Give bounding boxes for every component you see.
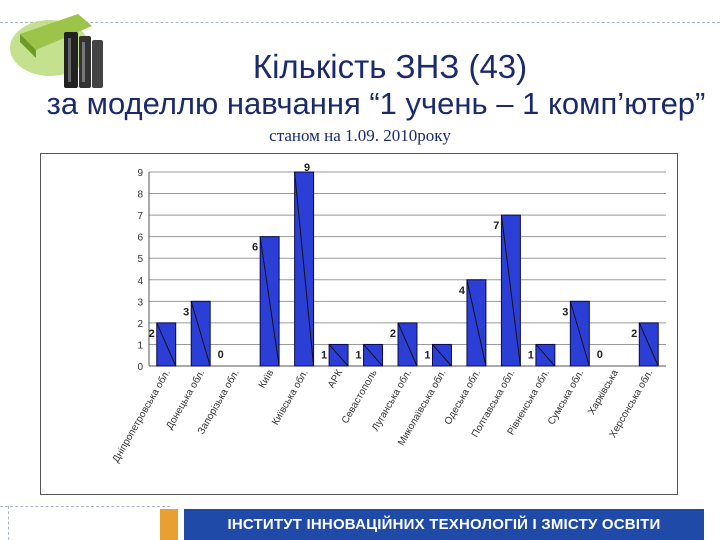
x-tick-label: Харківська — [586, 368, 621, 417]
data-label: 1 — [424, 349, 430, 361]
bar-diagonal — [569, 301, 590, 367]
bar-diagonal — [156, 322, 177, 367]
data-label: 0 — [218, 349, 224, 361]
footer-accent — [160, 509, 178, 540]
data-label: 2 — [390, 328, 396, 340]
x-tick-label: Дніпропетровська обл. — [110, 368, 173, 465]
bar-diagonal — [363, 344, 383, 367]
data-label: 3 — [562, 306, 568, 318]
x-tick-label: Київська обл. — [269, 368, 310, 428]
footer-bar — [184, 509, 704, 540]
slide-title-line1: Кількість ЗНЗ (43) — [252, 48, 528, 85]
top-divider — [0, 22, 720, 23]
data-label: 4 — [459, 285, 466, 297]
data-label: 2 — [149, 328, 155, 340]
y-tick-label: 9 — [137, 168, 143, 179]
x-tick-label: Одеська обл. — [442, 368, 483, 427]
x-tick-label: АРК — [326, 368, 345, 390]
data-label: 0 — [597, 349, 603, 361]
data-label: 1 — [321, 349, 327, 361]
data-label: 3 — [183, 306, 189, 318]
slide-subtitle: станом на 1.09. 2010року — [269, 126, 451, 145]
footer-text: ІНСТИТУТ ІННОВАЦІЙНИХ ТЕХНОЛОГІЙ І ЗМІСТ… — [227, 516, 661, 533]
bar-diagonal — [432, 344, 452, 367]
data-label: 7 — [493, 220, 499, 232]
chart-frame: 0 1 2 3 4 5 6 7 8 9 2 Дніпропетровська обл. 3 Донецьк… — [40, 153, 678, 495]
data-label: 1 — [355, 349, 361, 361]
data-label: 2 — [631, 328, 637, 340]
data-label: 6 — [252, 242, 258, 254]
bar-diagonal — [328, 344, 349, 367]
bar-diagonal — [500, 215, 521, 367]
bar-diagonal — [190, 301, 211, 367]
y-tick-label: 4 — [137, 276, 143, 287]
y-tick-label: 8 — [137, 190, 143, 201]
y-tick-label: 1 — [137, 340, 143, 351]
y-tick-label: 5 — [137, 254, 143, 265]
x-tick-label: Севастополь — [340, 368, 380, 426]
y-tick-label: 3 — [137, 297, 143, 308]
bar-diagonal — [294, 171, 315, 367]
data-label: 1 — [528, 349, 534, 361]
bar-diagonal — [535, 344, 556, 367]
x-tick-label: Київ — [257, 368, 276, 390]
bar-diagonal — [466, 279, 487, 367]
y-tick-label: 0 — [137, 362, 143, 373]
bar-diagonal — [638, 322, 659, 367]
footer-divider — [0, 506, 170, 507]
bar-diagonal — [259, 236, 280, 367]
data-label: 9 — [304, 162, 310, 174]
y-tick-label: 2 — [137, 319, 143, 330]
left-divider — [8, 506, 9, 540]
y-tick-label: 7 — [137, 211, 143, 222]
bar-diagonal — [397, 322, 418, 367]
x-tick-label: Сумська обл. — [545, 368, 586, 427]
slide-title-line2: за моделлю навчання “1 учень – 1 комп’ют… — [46, 86, 706, 121]
y-tick-label: 6 — [137, 233, 143, 244]
books-logo-icon — [10, 14, 103, 88]
